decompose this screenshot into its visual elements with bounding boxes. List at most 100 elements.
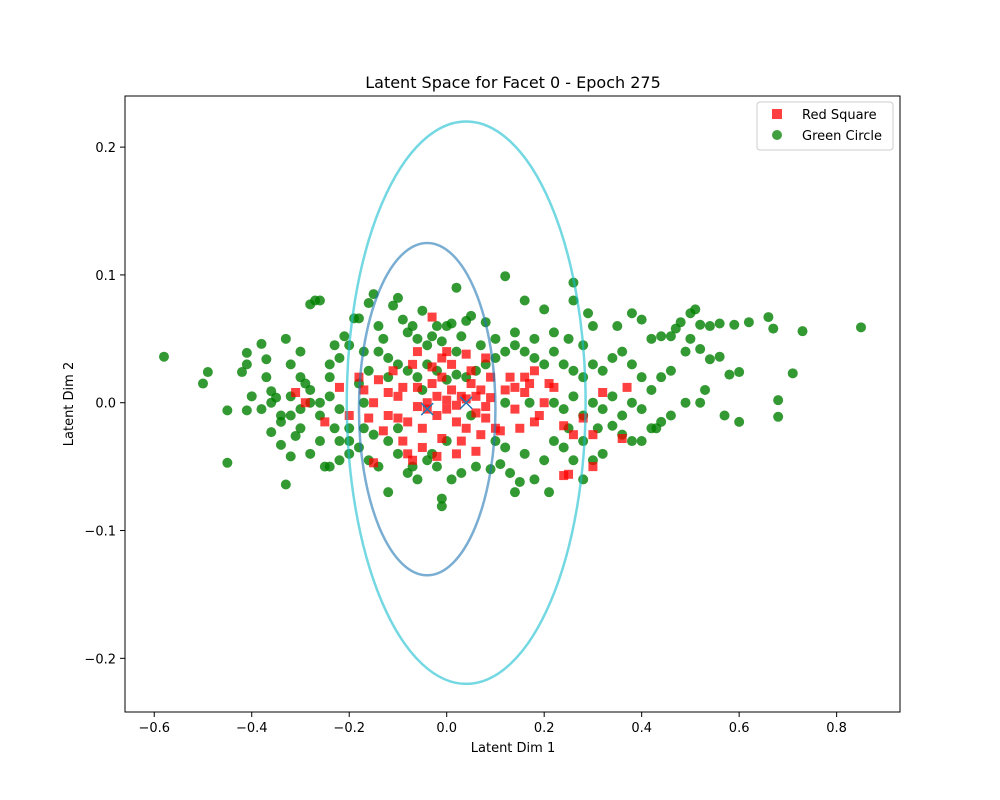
green-circle-point [363,298,374,309]
green-circle-point [797,326,808,337]
green-circle-point [695,319,706,330]
green-circle-point [690,304,701,315]
red-square-point [500,385,510,395]
green-circle-point [612,321,623,332]
red-square-point [383,387,393,397]
green-circle-point [539,359,550,370]
green-circle-point [451,282,462,293]
red-square-point [529,417,539,427]
green-circle-point [539,455,550,466]
green-circle-point [773,411,784,422]
red-square-point [432,391,442,401]
green-circle-point [685,333,696,344]
green-circle-point [500,397,511,408]
red-square-point [578,413,588,423]
green-circle-point [646,384,657,395]
green-circle-point [329,340,340,351]
green-circle-point [285,451,296,462]
green-circle-point [417,305,428,316]
green-circle-point [548,327,559,338]
green-circle-point [324,372,335,383]
green-circle-point [519,295,530,306]
series-red-square [291,312,632,481]
red-square-point [451,417,461,427]
green-circle-point [339,331,350,342]
red-square-point [427,362,437,372]
red-square-point [461,423,471,433]
legend-label-green-circle: Green Circle [802,129,882,144]
red-square-point [417,442,427,452]
green-circle-point [509,340,520,351]
green-circle-point [617,410,628,421]
green-circle-point [626,436,637,447]
green-circle-point [202,367,213,378]
green-circle-point [329,423,340,434]
y-tick-label: 0.1 [95,269,116,284]
green-circle-point [241,359,252,370]
red-square-point [456,391,466,401]
green-circle-point [500,346,511,357]
red-square-point [481,413,491,423]
green-circle-point [568,391,579,402]
green-circle-point [334,404,345,415]
green-circle-point [519,448,530,459]
red-square-point [476,385,486,395]
green-circle-point [734,416,745,427]
green-circle-point [695,397,706,408]
green-circle-point [626,359,637,370]
green-circle-point [680,397,691,408]
green-circle-point [392,423,403,434]
green-circle-point [383,487,394,498]
red-square-point [417,423,427,433]
x-tick-label: 0.0 [436,721,457,736]
green-circle-point [607,420,618,431]
legend-marker-red-square [772,109,782,119]
green-circle-point [197,378,208,389]
green-circle-point [456,331,467,342]
green-circle-point [529,333,540,344]
green-circle-point [431,461,442,472]
green-circle-point [700,384,711,395]
green-circle-point [373,346,384,357]
green-circle-point [646,333,657,344]
red-square-point [520,387,530,397]
red-square-point [510,404,520,414]
green-circle-point [675,317,686,328]
red-square-point [598,387,608,397]
legend: Red Square Green Circle [756,101,894,151]
green-circle-point [578,372,589,383]
green-circle-point [714,318,725,329]
green-circle-point [568,365,579,376]
red-square-point [442,347,452,357]
green-circle-point [314,436,325,447]
green-circle-point [373,321,384,332]
green-circle-point [236,367,247,378]
green-circle-point [241,405,252,416]
green-circle-point [734,367,745,378]
red-square-point [476,430,486,440]
green-circle-point [275,439,286,450]
red-square-point [471,446,481,456]
red-square-point [456,436,466,446]
y-tick-label: 0.2 [95,141,116,156]
red-square-point [408,455,418,465]
green-circle-point [500,442,511,453]
red-square-point [564,469,574,479]
green-circle-point [763,312,774,323]
green-circle-point [490,333,501,344]
green-circle-point [768,323,779,334]
chart-title: Latent Space for Facet 0 - Epoch 275 [365,73,661,92]
green-circle-point [773,395,784,406]
green-circle-point [524,397,535,408]
red-square-point [588,430,598,440]
green-circle-point [466,310,477,321]
green-circle-point [558,404,569,415]
green-circle-point [412,333,423,344]
green-circle-point [626,397,637,408]
red-square-point [481,353,491,363]
green-circle-point [636,436,647,447]
green-circle-point [626,308,637,319]
green-circle-point [519,346,530,357]
green-circle-point [587,397,598,408]
red-square-point [447,385,457,395]
